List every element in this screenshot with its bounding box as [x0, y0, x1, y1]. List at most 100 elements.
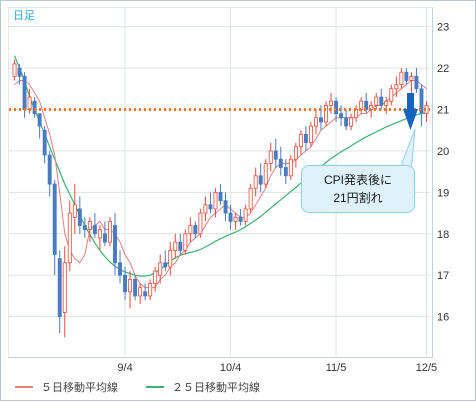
candle-body — [97, 229, 102, 239]
legend-item-ma5: ５日移動平均線 — [15, 379, 118, 395]
x-tick-label: 9/4 — [117, 362, 132, 374]
legend-swatch-ma5 — [15, 386, 33, 388]
x-tick-label: 10/4 — [220, 362, 241, 374]
legend-swatch-ma25 — [146, 386, 164, 388]
y-tick-label: 20 — [437, 146, 449, 158]
candle-body — [188, 225, 193, 235]
candle-body — [102, 233, 107, 243]
candle-body — [283, 167, 288, 177]
candle-body — [314, 117, 318, 127]
candle-body — [27, 96, 32, 110]
candle-body — [37, 113, 42, 127]
candle-body — [208, 204, 213, 210]
candle-body — [42, 129, 47, 156]
candle-body — [354, 109, 359, 119]
candle-body — [168, 249, 173, 268]
candle-body — [288, 158, 293, 177]
candle-body — [298, 133, 303, 148]
candle-body — [67, 212, 72, 264]
candle-body — [158, 262, 163, 276]
candle-body — [389, 88, 394, 102]
candle-body — [238, 216, 243, 222]
candle-body — [273, 150, 278, 160]
candle-body — [308, 125, 313, 144]
y-tick-label: 22 — [437, 63, 449, 75]
candle-body — [228, 212, 233, 222]
candle-body — [198, 212, 203, 235]
y-tick-label: 23 — [437, 22, 449, 34]
y-tick-label: 21 — [437, 105, 449, 117]
candle-body — [218, 191, 223, 202]
candle-body — [62, 262, 67, 313]
candle-body — [374, 96, 379, 106]
candle-body — [359, 100, 364, 110]
candle-body — [32, 100, 37, 115]
candle-body — [118, 262, 122, 276]
legend-item-ma25: ２５日移動平均線 — [146, 379, 260, 395]
candle-body — [108, 220, 112, 243]
arrow-shaft — [407, 93, 414, 110]
x-tick-label: 11/5 — [326, 362, 347, 374]
candle-body — [268, 150, 273, 164]
candle-body — [87, 220, 92, 231]
candle-body — [183, 233, 188, 251]
callout-line-1: CPI発表後に — [323, 173, 392, 187]
candle-body — [278, 158, 283, 168]
candle-body — [143, 291, 148, 297]
period-label: 日足 — [13, 10, 35, 22]
candle-body — [22, 75, 27, 110]
candle-body — [113, 225, 117, 264]
cpi-callout: CPI発表後に 21円割れ — [301, 165, 415, 213]
candle-body — [57, 258, 62, 318]
y-tick-label: 19 — [437, 187, 449, 199]
y-tick-label: 16 — [437, 312, 449, 324]
ma25-line — [13, 55, 427, 277]
candle-body — [92, 225, 97, 235]
candle-body — [47, 154, 52, 185]
candle-body — [394, 84, 399, 90]
candle-body — [419, 88, 424, 115]
candle-body — [193, 225, 198, 235]
candle-body — [344, 117, 349, 127]
candle-body — [12, 63, 17, 77]
y-tick-label: 18 — [437, 229, 449, 241]
candle-body — [72, 204, 77, 218]
legend-label-ma5: ５日移動平均線 — [41, 382, 118, 394]
candle-body — [243, 208, 248, 222]
candle-body — [324, 104, 328, 123]
candle-body — [384, 100, 389, 106]
candle-body — [258, 175, 263, 185]
candle-body — [123, 274, 127, 293]
candle-body — [329, 100, 333, 106]
y-tick-label: 17 — [437, 270, 449, 282]
candle-body — [248, 187, 253, 210]
candle-body — [319, 117, 323, 123]
arrow-head — [403, 109, 418, 130]
x-tick-label: 12/5 — [416, 362, 437, 374]
candle-body — [349, 117, 354, 127]
candle-body — [404, 71, 409, 81]
candle-body — [334, 100, 339, 115]
candle-body — [263, 162, 268, 185]
candle-body — [414, 75, 419, 90]
candle-body — [213, 191, 218, 210]
candle-body — [379, 96, 384, 106]
candle-body — [173, 241, 178, 251]
candle-body — [293, 146, 298, 160]
candle-body — [138, 287, 143, 297]
candle-body — [178, 241, 183, 251]
candle-body — [369, 104, 374, 110]
candle-body — [409, 75, 414, 81]
legend: ５日移動平均線 ２５日移動平均線 — [15, 379, 288, 395]
candle-body — [163, 262, 168, 268]
candle-body — [77, 208, 82, 226]
callout-line-2: 21円割れ — [333, 191, 383, 205]
candle-body — [203, 204, 208, 214]
candle-body — [339, 113, 344, 119]
candle-body — [233, 216, 238, 222]
candle-body — [253, 175, 258, 189]
candle-body — [133, 278, 138, 297]
candle-body — [303, 133, 308, 144]
candle-body — [128, 278, 133, 293]
